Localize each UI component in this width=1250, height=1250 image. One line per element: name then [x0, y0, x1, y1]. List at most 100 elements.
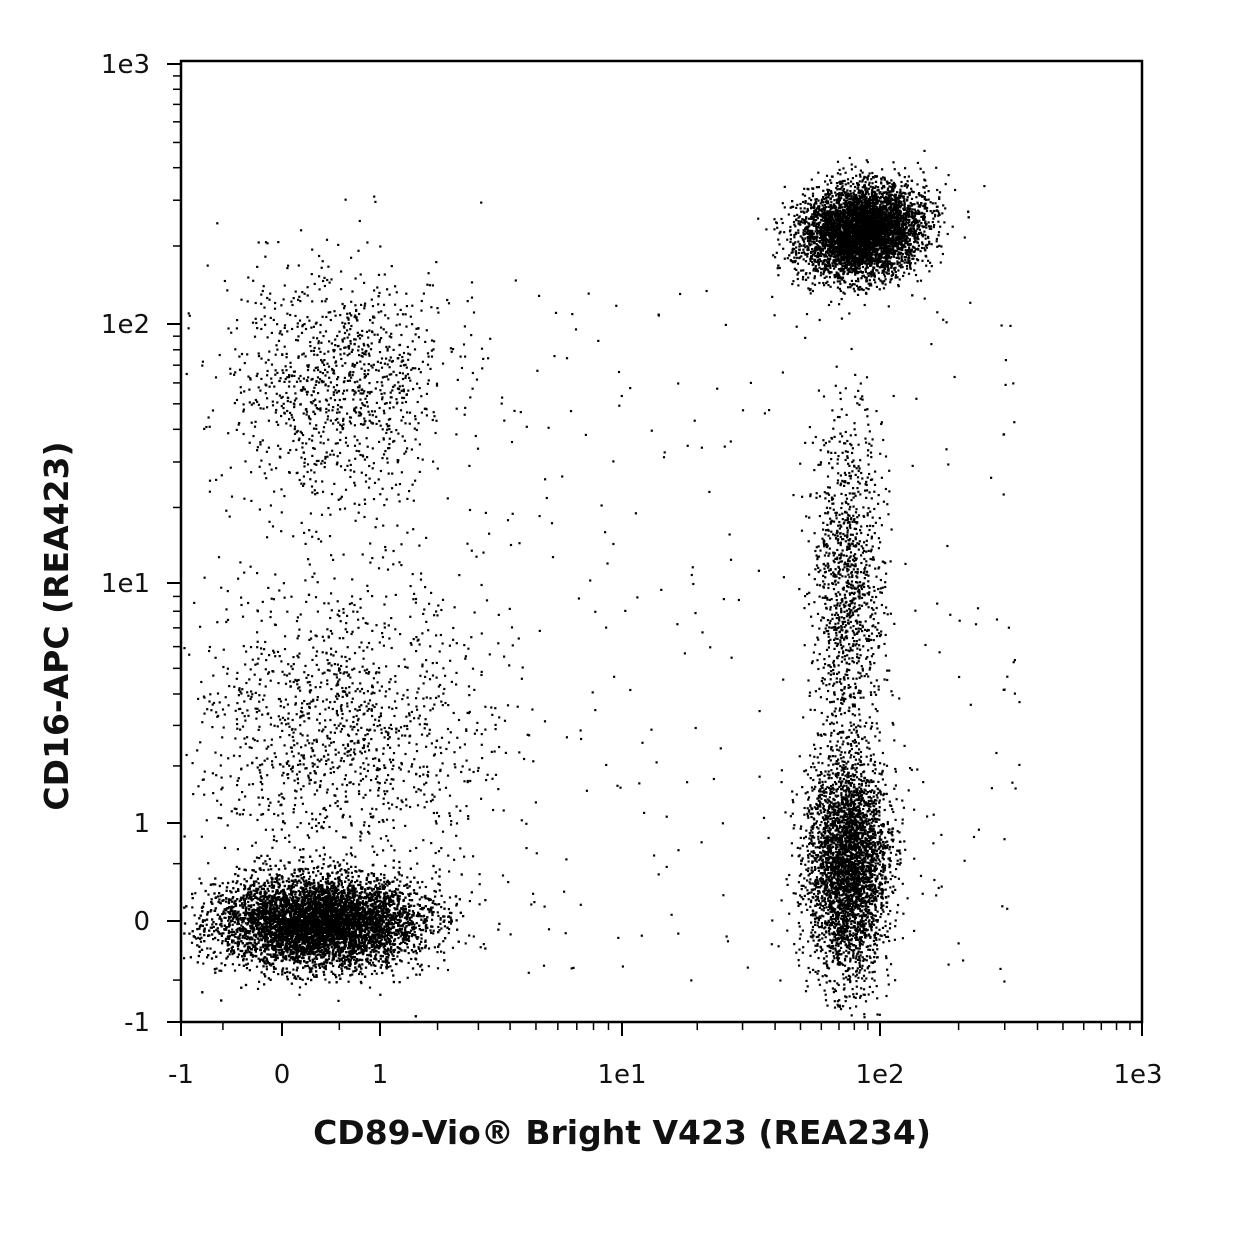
data-point	[248, 917, 251, 920]
data-point	[382, 921, 386, 924]
data-point	[276, 881, 279, 884]
data-point	[301, 978, 304, 981]
data-point	[260, 953, 263, 956]
data-point	[218, 915, 222, 918]
data-point	[221, 940, 224, 943]
data-point	[306, 889, 309, 892]
data-point	[397, 932, 400, 935]
data-point	[350, 854, 354, 857]
data-point	[313, 960, 316, 963]
data-point	[436, 967, 440, 970]
data-point	[199, 933, 202, 936]
data-point	[291, 895, 295, 898]
data-point	[258, 960, 261, 963]
data-point	[431, 918, 434, 921]
data-point	[337, 957, 340, 960]
data-point	[440, 894, 443, 897]
data-point	[437, 925, 440, 929]
data-point	[302, 904, 305, 907]
data-point	[327, 889, 330, 892]
data-point	[337, 999, 340, 1002]
data-point	[424, 930, 427, 933]
data-point	[225, 900, 228, 903]
data-point	[258, 980, 261, 983]
data-point	[282, 967, 285, 970]
data-point	[439, 917, 442, 920]
data-point	[228, 953, 231, 956]
data-point	[226, 942, 229, 945]
data-point	[260, 854, 263, 857]
data-point	[268, 884, 271, 888]
data-point	[338, 945, 341, 948]
data-point	[247, 900, 250, 903]
data-point	[325, 961, 328, 964]
data-point	[440, 927, 443, 930]
data-point	[309, 953, 312, 956]
data-point	[366, 960, 370, 963]
data-point	[298, 993, 301, 996]
data-point	[223, 916, 226, 919]
data-point	[451, 946, 455, 949]
data-point	[265, 968, 268, 971]
data-point	[308, 967, 312, 970]
data-point	[448, 896, 452, 899]
data-point	[372, 892, 375, 895]
data-point	[281, 968, 284, 971]
data-point	[402, 911, 405, 914]
data-point	[464, 942, 467, 945]
data-point	[246, 962, 249, 965]
data-point	[257, 912, 260, 915]
data-point	[371, 961, 375, 964]
data-point	[359, 880, 362, 884]
data-point	[390, 890, 394, 893]
data-point	[404, 935, 407, 938]
data-point	[260, 951, 263, 955]
data-point	[374, 964, 377, 967]
data-point	[219, 951, 222, 954]
data-point	[252, 903, 256, 907]
data-point	[214, 883, 217, 886]
data-point	[402, 905, 405, 908]
data-point	[308, 875, 312, 878]
data-point	[342, 954, 345, 957]
data-point	[365, 944, 368, 947]
data-point	[271, 923, 274, 926]
data-point	[432, 932, 435, 935]
data-point	[224, 916, 227, 919]
data-point	[399, 880, 402, 883]
data-point	[234, 910, 237, 913]
data-point	[224, 937, 228, 940]
data-point	[263, 938, 267, 941]
data-point	[234, 890, 237, 893]
data-point	[353, 899, 356, 902]
data-point	[327, 957, 331, 960]
data-point	[406, 876, 409, 879]
data-point	[392, 914, 395, 918]
data-points	[183, 149, 1021, 1019]
data-point	[389, 948, 392, 951]
data-point	[436, 911, 439, 914]
data-point	[311, 961, 314, 964]
data-point	[230, 931, 234, 934]
data-point	[416, 903, 419, 906]
data-point	[317, 870, 320, 873]
data-point	[303, 876, 306, 879]
data-point	[356, 894, 359, 897]
data-point	[266, 946, 269, 949]
data-point	[396, 878, 399, 881]
data-point	[295, 891, 298, 894]
data-point	[212, 925, 215, 929]
data-point	[282, 899, 285, 902]
data-point	[355, 952, 359, 956]
data-point	[397, 936, 400, 940]
data-point	[358, 972, 361, 976]
data-point	[385, 963, 388, 966]
data-point	[300, 922, 303, 925]
data-point	[366, 953, 369, 957]
data-point	[292, 968, 295, 971]
data-point	[321, 877, 324, 880]
data-point	[416, 963, 419, 966]
data-point	[404, 905, 407, 908]
data-point	[478, 883, 481, 886]
